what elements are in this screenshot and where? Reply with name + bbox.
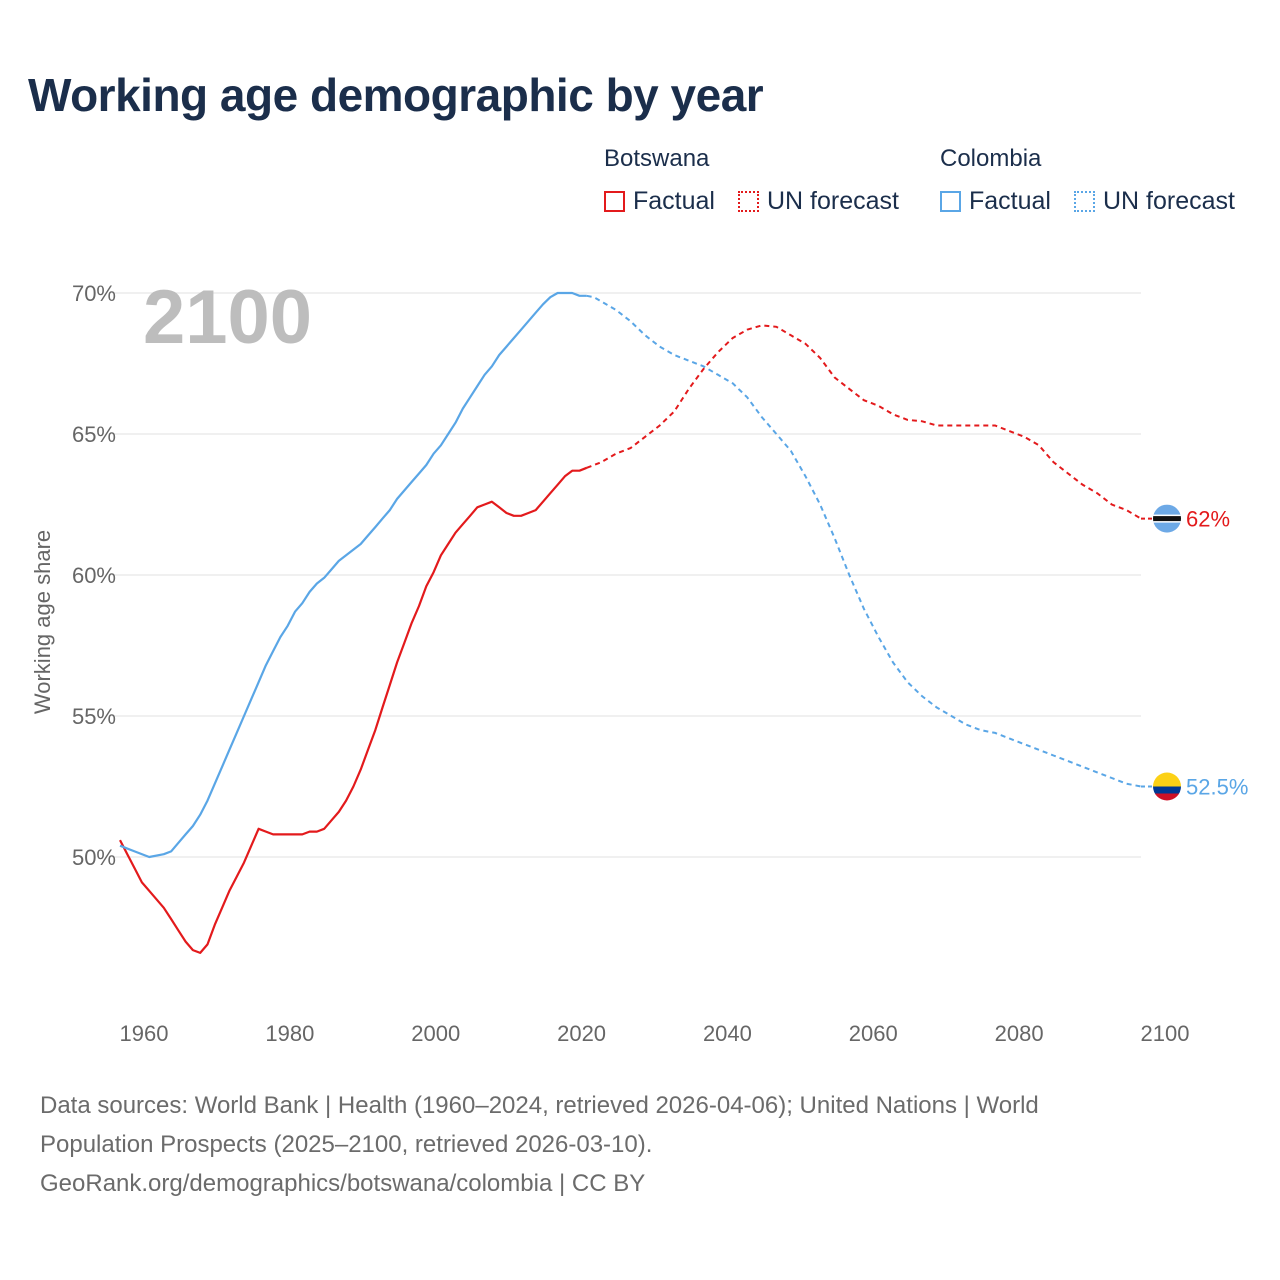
x-tick-label: 2100 <box>1141 1021 1190 1046</box>
series-lines <box>119 291 1142 954</box>
line-chart: 50% 55% 60% 65% 70% 1960 1980 2000 2020 2040 2060… <box>30 275 1248 1046</box>
series-endpoints: 62% 52.5% <box>1141 504 1248 801</box>
legend-swatch-colombia-forecast <box>1074 190 1095 212</box>
series-line-colombia-forecast <box>586 294 1142 788</box>
flag-colombia-icon <box>1153 772 1181 801</box>
x-tick-label: 2060 <box>849 1021 898 1046</box>
legend-label-botswana-factual: Factual <box>633 186 715 215</box>
y-tick-label: 65% <box>72 422 116 447</box>
grid-lines <box>112 292 1141 858</box>
y-tick-label: 70% <box>72 281 116 306</box>
x-tick-label: 2000 <box>411 1021 460 1046</box>
y-tick-label: 60% <box>72 563 116 588</box>
series-line-botswana-forecast <box>586 324 1142 520</box>
legend-label-colombia-factual: Factual <box>969 186 1051 215</box>
legend-swatch-colombia-factual <box>940 190 961 212</box>
x-axis-ticks: 1960 1980 2000 2020 2040 2060 2080 2100 <box>120 1021 1190 1046</box>
series-line-botswana-factual <box>119 466 588 954</box>
x-tick-label: 2020 <box>557 1021 606 1046</box>
legend-country-colombia: Colombia <box>940 145 1042 172</box>
legend-botswana-forecast[interactable]: UN forecast <box>738 186 899 216</box>
legend-colombia-forecast[interactable]: UN forecast <box>1074 186 1235 216</box>
series-line-colombia-factual <box>119 291 587 859</box>
y-tick-label: 55% <box>72 704 116 729</box>
flag-botswana-icon <box>1153 504 1181 533</box>
end-label-botswana: 62% <box>1186 507 1230 532</box>
legend-botswana-factual[interactable]: Factual <box>604 186 715 216</box>
y-tick-label: 50% <box>72 845 116 870</box>
x-tick-label: 1980 <box>265 1021 314 1046</box>
legend-label-colombia-forecast: UN forecast <box>1103 186 1235 215</box>
legend-colombia-factual[interactable]: Factual <box>940 186 1051 216</box>
legend-country-botswana: Botswana <box>604 145 710 172</box>
end-label-colombia: 52.5% <box>1186 775 1248 800</box>
footer-sources: Data sources: World Bank | Health (1960–… <box>40 1086 1240 1203</box>
x-tick-label: 2080 <box>995 1021 1044 1046</box>
legend-swatch-botswana-forecast <box>738 190 759 212</box>
x-tick-label: 2040 <box>703 1021 752 1046</box>
current-year-label: 2100 <box>143 275 312 360</box>
footer-line-2: Population Prospects (2025–2100, retriev… <box>40 1131 653 1158</box>
footer-line-3[interactable]: GeoRank.org/demographics/botswana/colomb… <box>40 1170 646 1197</box>
y-axis-label: Working age share <box>30 530 55 714</box>
legend-swatch-botswana-factual <box>604 190 625 212</box>
y-axis-ticks: 50% 55% 60% 65% 70% <box>72 281 116 870</box>
legend-label-botswana-forecast: UN forecast <box>767 186 899 215</box>
chart-title: Working age demographic by year <box>28 69 764 121</box>
footer-line-1: Data sources: World Bank | Health (1960–… <box>40 1092 1039 1119</box>
x-tick-label: 1960 <box>120 1021 169 1046</box>
